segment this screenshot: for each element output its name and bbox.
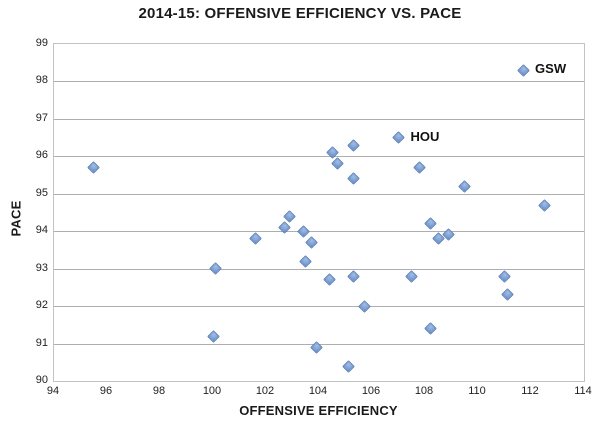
x-tick-label-96: 96 (99, 385, 113, 397)
x-tick-label-114: 114 (574, 385, 592, 397)
chart-title: 2014-15: OFFENSIVE EFFICIENCY VS. PACE (138, 5, 462, 22)
gridline-y-94 (54, 231, 584, 233)
y-tick-label-99: 99 (35, 37, 48, 49)
y-tick-label-92: 92 (35, 299, 48, 312)
plot-area (53, 43, 585, 382)
point-label-gsw: GSW (535, 61, 567, 77)
y-tick-label-96: 96 (35, 149, 48, 162)
y-tick-label-98: 98 (35, 74, 48, 87)
gridline-y-92 (54, 306, 584, 308)
y-tick-label-95: 95 (35, 186, 48, 199)
gridline-y-97 (54, 118, 584, 120)
x-tick-label-100: 100 (202, 385, 222, 397)
y-tick-label-90: 90 (35, 374, 48, 386)
x-tick-label-94: 94 (46, 385, 60, 397)
x-tick-label-106: 106 (361, 385, 381, 397)
x-tick-label-110: 110 (468, 385, 486, 397)
x-tick-label-112: 112 (521, 385, 539, 397)
y-tick-label-91: 91 (35, 336, 48, 349)
gridline-y-95 (54, 193, 584, 195)
x-tick-label-98: 98 (152, 385, 166, 397)
x-tick-label-102: 102 (255, 385, 275, 397)
gridline-y-93 (54, 268, 584, 270)
y-tick-label-97: 97 (35, 111, 48, 124)
y-tick-label-94: 94 (35, 224, 48, 237)
x-tick-label-104: 104 (308, 385, 328, 397)
y-tick-label-93: 93 (35, 261, 48, 274)
x-axis-title: OFFENSIVE EFFICIENCY (239, 403, 398, 418)
x-tick-label-108: 108 (414, 385, 434, 397)
point-label-hou: HOU (410, 128, 440, 144)
gridline-y-98 (54, 81, 584, 83)
gridline-y-96 (54, 156, 584, 158)
